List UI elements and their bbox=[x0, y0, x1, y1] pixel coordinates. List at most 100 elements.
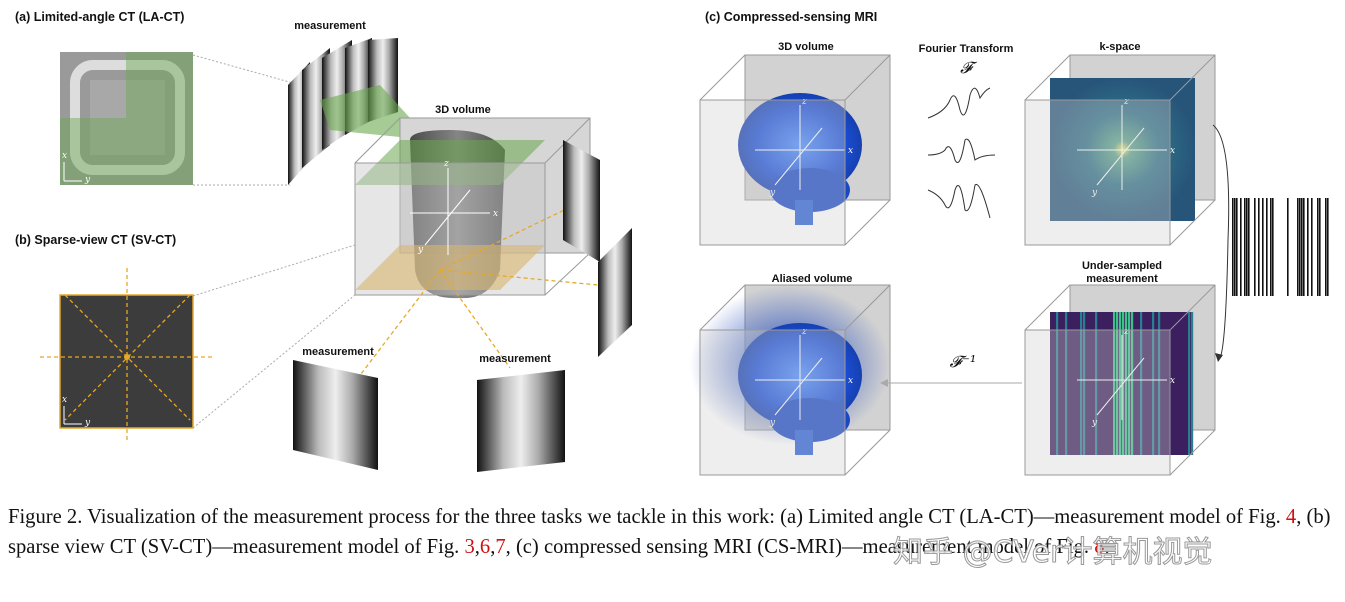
axis-label: y bbox=[769, 188, 776, 198]
undersampled-line bbox=[1131, 312, 1134, 455]
la-ct-image-part bbox=[126, 52, 193, 118]
cube-edge bbox=[1169, 284, 1216, 331]
caption-text: , (c) compressed sensing MRI (CS-MRI)—me… bbox=[505, 535, 1095, 558]
axis-label: y bbox=[1091, 188, 1098, 198]
aliased-label: Aliased volume bbox=[772, 273, 853, 285]
sv-ct-image: x y bbox=[40, 244, 356, 440]
axis-label: x bbox=[1170, 376, 1175, 386]
mask-line bbox=[1270, 198, 1272, 296]
sampling-mask bbox=[1232, 198, 1329, 296]
cube-edge bbox=[1169, 199, 1216, 246]
la-ct-image-part bbox=[70, 60, 185, 175]
axis-label: z bbox=[443, 159, 449, 169]
arrows-part bbox=[880, 379, 888, 387]
mask-line bbox=[1254, 198, 1256, 296]
cube-front bbox=[1024, 99, 1171, 246]
cube-edge bbox=[1024, 54, 1071, 101]
measurement-label: measurement bbox=[302, 346, 374, 358]
axis-label: x bbox=[62, 151, 67, 161]
undersampled-line bbox=[1116, 312, 1119, 455]
axis-label: y bbox=[84, 175, 91, 185]
axis bbox=[1096, 127, 1145, 186]
mri-volumes: z x y z x y z x y z x y bbox=[690, 54, 1216, 476]
axis-label: y bbox=[84, 418, 91, 428]
undersampled-line bbox=[1125, 312, 1128, 455]
brain bbox=[770, 398, 850, 442]
cube-edge bbox=[844, 199, 891, 246]
ct-volume-part bbox=[357, 199, 599, 379]
cube-edge bbox=[844, 284, 891, 331]
axis-label: x bbox=[1170, 146, 1175, 156]
sv-ct-image-part-part bbox=[64, 294, 191, 421]
mask-line bbox=[1244, 198, 1246, 296]
panel-title: (c) Compressed-sensing MRI bbox=[705, 10, 877, 24]
figure-ref[interactable]: 4 bbox=[1285, 506, 1297, 528]
axis-label: x bbox=[493, 209, 498, 219]
figure-ref[interactable]: 8 bbox=[1094, 535, 1105, 558]
transform-label: Fourier Transform bbox=[919, 43, 1014, 55]
axis-label: y bbox=[769, 418, 776, 428]
la-ct-image-part bbox=[90, 80, 165, 155]
measurement-label: measurement bbox=[294, 20, 366, 32]
brain bbox=[795, 200, 813, 225]
undersampled-line bbox=[1140, 312, 1143, 455]
mask-line bbox=[1246, 198, 1248, 296]
ct-volume-part-part bbox=[439, 199, 586, 271]
mask-line bbox=[1266, 198, 1268, 296]
undersampled-line bbox=[1080, 312, 1083, 455]
mask-line bbox=[1232, 198, 1234, 296]
sv-ct-image-part bbox=[192, 244, 356, 297]
axis-label: x bbox=[62, 395, 67, 405]
arrows-part bbox=[1215, 353, 1223, 362]
cube-edge bbox=[699, 284, 746, 331]
fourier-signals-part bbox=[927, 183, 991, 219]
cube-front bbox=[699, 99, 846, 246]
mask-line bbox=[1307, 198, 1309, 296]
cube-edge bbox=[1169, 429, 1216, 476]
measurement-image bbox=[477, 370, 565, 472]
la-ct-image-part bbox=[60, 118, 193, 185]
figure-ref[interactable]: 7 bbox=[495, 535, 506, 558]
axis-label: x bbox=[848, 146, 853, 156]
cube-edge bbox=[844, 429, 891, 476]
cube-front bbox=[1024, 329, 1171, 476]
undersampled-line bbox=[1191, 312, 1194, 455]
ct-volume: z x y bbox=[354, 117, 599, 379]
ct-volume-part bbox=[354, 162, 546, 296]
undersampled-line bbox=[1158, 312, 1161, 455]
ct-volume-part bbox=[544, 252, 591, 296]
undersampled-line bbox=[1083, 312, 1086, 455]
arrows-part bbox=[1212, 124, 1230, 359]
brain bbox=[770, 168, 850, 212]
figure-ref[interactable]: 3 bbox=[464, 535, 475, 558]
axis-label: z bbox=[1123, 327, 1129, 337]
caption-text: , (b) sparse view CT (SV-CT)—measurement… bbox=[8, 506, 1331, 558]
axis bbox=[1096, 357, 1145, 416]
caption-text: , bbox=[474, 535, 480, 558]
axis bbox=[774, 127, 823, 186]
sv-ct-image-part bbox=[124, 354, 130, 360]
undersampled-line bbox=[1056, 312, 1059, 455]
volume-label: 3D volume bbox=[778, 41, 834, 53]
watermark: 知乎 @CVer计算机视觉 bbox=[892, 535, 1213, 571]
side-projections-part bbox=[563, 140, 600, 262]
cube-edge bbox=[1024, 284, 1071, 331]
ct-volume-part-part bbox=[439, 269, 511, 369]
axis-label: y bbox=[417, 245, 424, 255]
ct-volume-part-part bbox=[439, 269, 599, 286]
figure-ref[interactable]: 6 bbox=[479, 535, 491, 558]
sv-ct-image-part bbox=[192, 294, 356, 429]
mask-line bbox=[1234, 198, 1236, 296]
figure: (a) Limited-angle CT (LA-CT) x y measure… bbox=[15, 10, 1329, 476]
mask-line bbox=[1262, 198, 1264, 296]
arrows bbox=[880, 124, 1230, 387]
mask-line bbox=[1299, 198, 1301, 296]
mask-line bbox=[1240, 198, 1242, 296]
panel-title: (b) Sparse-view CT (SV-CT) bbox=[15, 233, 176, 247]
undersampled-line bbox=[1095, 312, 1098, 455]
transform-symbol: 𝓕 bbox=[960, 58, 978, 77]
mask-line bbox=[1236, 198, 1238, 296]
undersampled-line bbox=[1113, 312, 1116, 455]
cube-front bbox=[699, 329, 846, 476]
caption-text: Figure 2. Visualization of the measureme… bbox=[8, 506, 1286, 528]
